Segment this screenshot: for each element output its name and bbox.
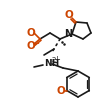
Text: N: N [64,29,72,39]
Text: O: O [27,41,35,51]
Text: O: O [65,10,73,20]
Text: O: O [56,85,65,95]
Text: +: + [54,55,60,63]
Text: O: O [27,28,35,38]
Text: NH: NH [44,58,59,67]
Text: 2: 2 [52,57,56,63]
Text: −: − [32,39,40,49]
